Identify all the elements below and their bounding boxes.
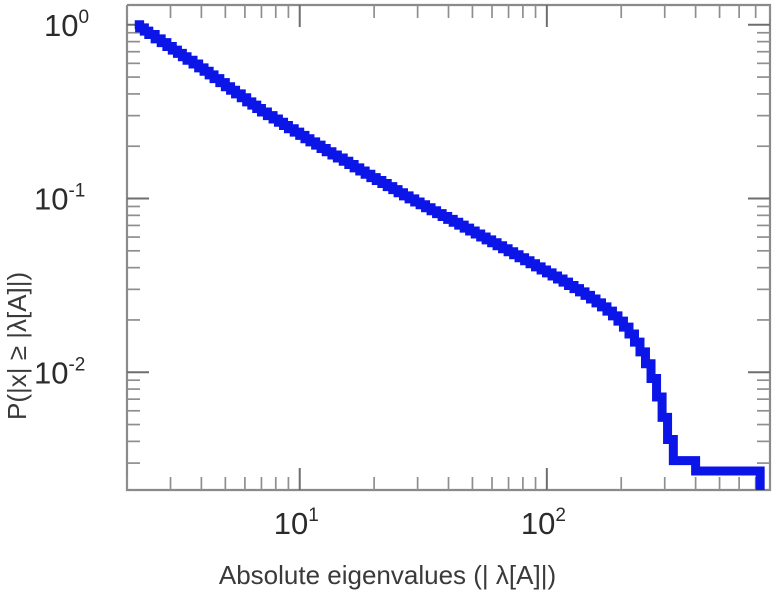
- y-axis-title-container: P(|x| ≥ |λ[A]|): [0, 0, 44, 500]
- data-series-group: [134, 20, 765, 490]
- y-axis-title: P(|x| ≥ |λ[A]|): [2, 271, 32, 420]
- x-tick-labels: 101 102: [274, 505, 566, 541]
- y-tick-label: 10-1: [34, 181, 85, 217]
- x-tick-label: 101: [274, 505, 319, 541]
- ccdf-curve: [134, 20, 765, 490]
- x-axis-title: Absolute eigenvalues (| λ[A]|): [218, 560, 557, 590]
- y-tick-labels: 100 10-1 10-2: [34, 7, 89, 390]
- x-tick-label: 102: [521, 505, 566, 541]
- axis-ticks: [126, 5, 771, 490]
- y-tick-label: 10-2: [34, 354, 85, 390]
- y-tick-label: 100: [44, 7, 89, 43]
